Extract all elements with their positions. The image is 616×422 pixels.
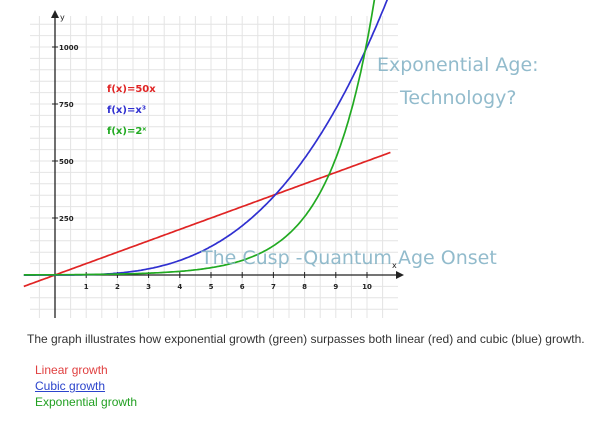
x-tick-label: 6: [240, 283, 245, 291]
function-graph: xy12345678910-25025050075010001250150017…: [23, 0, 404, 330]
x-tick-label: 4: [177, 283, 182, 291]
x-tick-label: 2: [115, 283, 120, 291]
y-axis-label: y: [60, 13, 65, 22]
exponential-growth-link[interactable]: Exponential growth: [35, 395, 138, 409]
y-tick-label: 500: [59, 158, 74, 166]
x-tick-label: 1: [84, 283, 89, 291]
graph-caption: The graph illustrates how exponential gr…: [27, 332, 585, 346]
x-tick-label: 10: [362, 283, 372, 291]
y-tick-label: -250: [59, 329, 77, 330]
overlay-title-line1: Exponential Age:: [377, 54, 539, 76]
y-tick-label: 750: [59, 101, 74, 109]
x-tick-label: 5: [209, 283, 214, 291]
y-tick-label: 1000: [59, 44, 79, 52]
linear-growth-link[interactable]: Linear growth: [35, 363, 108, 377]
cubic-growth-link[interactable]: Cubic growth: [35, 379, 106, 393]
overlay-title-line2: Technology?: [400, 87, 517, 109]
legend-label: f(x)=2ˣ: [107, 126, 147, 137]
x-axis-arrow: [396, 271, 404, 279]
x-tick-label: 8: [302, 283, 307, 291]
legend-label: f(x)=50x: [107, 84, 156, 95]
legend-label: f(x)=x³: [107, 105, 146, 116]
x-tick-label: 7: [271, 283, 276, 291]
x-tick-label: 3: [146, 283, 151, 291]
y-axis-arrow: [51, 10, 59, 18]
exponential-series-line: [23, 0, 376, 276]
cusp-annotation: The Cusp -Quantum Age Onset: [201, 247, 497, 269]
x-axis-label: x: [392, 261, 397, 270]
y-tick-label: 250: [59, 215, 74, 223]
x-tick-label: 9: [333, 283, 338, 291]
